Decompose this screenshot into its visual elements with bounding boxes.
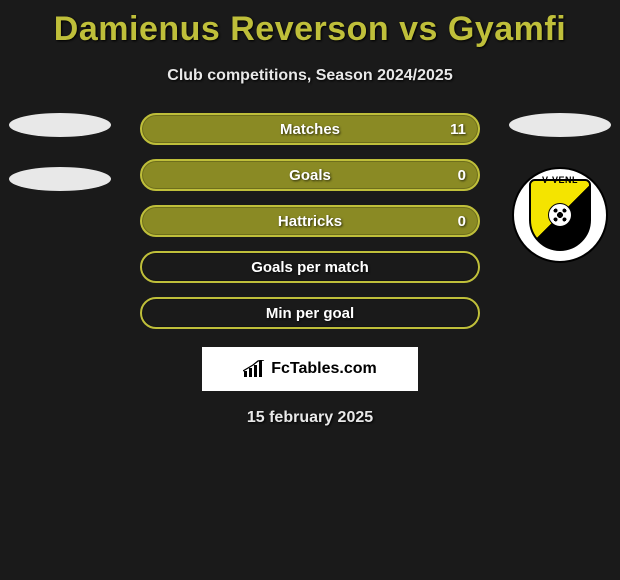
stat-label: Goals per match: [251, 259, 369, 276]
club-crest-label: V·VENL: [542, 175, 578, 185]
stat-value: 0: [458, 213, 466, 230]
stat-bar-hattricks: Hattricks 0: [140, 205, 480, 237]
stat-label: Goals: [289, 167, 331, 184]
left-player-column: [0, 113, 120, 221]
stats-area: V·VENL Matches 11 Goals 0 Hattricks 0 Go…: [0, 113, 620, 329]
stat-label: Min per goal: [266, 305, 354, 322]
player-badge-placeholder: [9, 113, 111, 137]
soccer-ball-icon: [548, 203, 572, 227]
date-text: 15 february 2025: [0, 409, 620, 427]
player-badge-placeholder: [509, 113, 611, 137]
shield-icon: [529, 179, 591, 251]
stat-value: 11: [450, 121, 466, 138]
stats-bars: Matches 11 Goals 0 Hattricks 0 Goals per…: [140, 113, 480, 329]
club-crest: V·VENL: [512, 167, 608, 263]
brand-box[interactable]: FcTables.com: [202, 347, 418, 391]
right-player-column: V·VENL: [500, 113, 620, 263]
stat-bar-min-per-goal: Min per goal: [140, 297, 480, 329]
stat-bar-goals: Goals 0: [140, 159, 480, 191]
stat-bar-goals-per-match: Goals per match: [140, 251, 480, 283]
stat-value: 0: [458, 167, 466, 184]
subtitle: Club competitions, Season 2024/2025: [0, 67, 620, 85]
bar-chart-icon: [243, 360, 265, 378]
stat-bar-matches: Matches 11: [140, 113, 480, 145]
brand-text: FcTables.com: [271, 360, 377, 378]
page-title: Damienus Reverson vs Gyamfi: [0, 0, 620, 49]
player-badge-placeholder: [9, 167, 111, 191]
stat-label: Matches: [280, 121, 340, 138]
stat-label: Hattricks: [278, 213, 342, 230]
